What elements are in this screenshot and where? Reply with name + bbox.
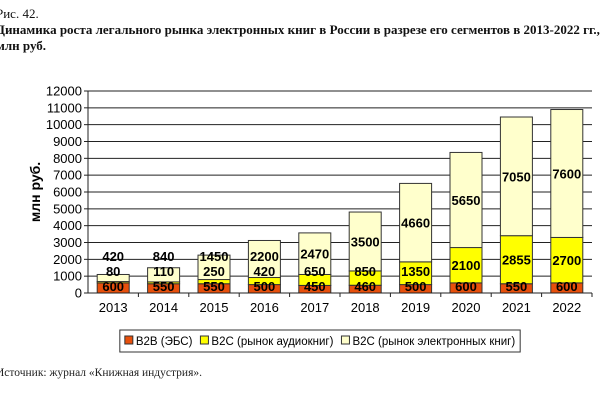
bar-b2c--2022 (550, 109, 584, 238)
data-label: 110 (153, 264, 174, 279)
data-label: 840 (153, 249, 175, 264)
y-tick-label: 8000 (53, 151, 82, 166)
bar-b2c--2021 (499, 235, 533, 285)
x-tick-label: 2022 (552, 300, 581, 315)
data-label: 420 (102, 249, 124, 264)
bar-b2c--2015 (197, 254, 231, 281)
x-tick-label: 2018 (351, 300, 380, 315)
data-label: 500 (254, 279, 276, 294)
legend-swatch (199, 335, 209, 345)
data-label: 7600 (552, 166, 581, 181)
bar-b2c--2020 (449, 151, 483, 249)
data-label: 2700 (552, 253, 581, 268)
bar-b2c--2016 (247, 239, 281, 279)
y-tick-label: 7000 (53, 168, 82, 183)
legend-label: B2C (рынок аудиокниг) (211, 336, 333, 348)
bar-b2c--2018 (348, 211, 382, 272)
y-tick-label: 9000 (53, 134, 82, 149)
bar-b2c--2021 (499, 116, 533, 237)
data-label: 2470 (300, 247, 329, 262)
data-label: 2855 (502, 253, 531, 268)
chart-title: Динамика роста легального рынка электрон… (0, 22, 600, 37)
y-tick-label: 1000 (53, 269, 82, 284)
x-tick-label: 2019 (401, 300, 430, 315)
data-label: 550 (506, 279, 528, 294)
data-label: 650 (304, 264, 326, 279)
bar-b2c--2013 (96, 273, 130, 283)
y-tick-label: 4000 (53, 218, 82, 233)
data-label: 7050 (502, 169, 531, 184)
data-label: 1350 (401, 264, 430, 279)
y-tick-label: 11000 (47, 100, 82, 115)
x-tick-label: 2017 (300, 300, 329, 315)
bar-b2c--2017 (298, 232, 332, 275)
data-label: 450 (304, 279, 326, 294)
legend-box (119, 329, 521, 353)
legend-swatch (124, 335, 134, 345)
y-axis-label: млн руб. (27, 162, 43, 222)
data-label: 460 (354, 279, 376, 294)
y-tick-label: 0 (75, 286, 82, 301)
x-tick-label: 2020 (452, 300, 481, 315)
source-note: Источник: журнал «Книжная индустрия». (0, 367, 203, 379)
legend-swatch (340, 335, 350, 345)
figure-number: Рис. 42. (0, 6, 39, 21)
data-label: 1450 (200, 249, 229, 264)
y-tick-label: 6000 (53, 185, 82, 200)
data-label: 2200 (250, 249, 279, 264)
bar-b2c--2014 (147, 267, 181, 283)
x-tick-label: 2021 (502, 300, 531, 315)
legend-label: B2C (рынок электронных книг) (352, 336, 515, 348)
data-label: 4660 (401, 216, 430, 231)
data-label: 550 (203, 279, 225, 294)
data-label: 3500 (351, 234, 380, 249)
bar-b2c--2020 (449, 247, 483, 284)
x-tick-label: 2016 (250, 300, 279, 315)
data-label: 850 (354, 264, 376, 279)
data-label: 600 (102, 279, 124, 294)
data-label: 80 (106, 264, 120, 279)
bar-b2c--2022 (550, 236, 584, 284)
chart-title-units: млн руб. (0, 38, 47, 53)
x-tick-label: 2013 (99, 300, 128, 315)
x-tick-label: 2014 (149, 300, 178, 315)
data-label: 600 (455, 279, 477, 294)
y-tick-label: 3000 (53, 235, 82, 250)
data-label: 5650 (452, 193, 481, 208)
x-tick-label: 2015 (200, 300, 229, 315)
y-tick-label: 5000 (53, 201, 82, 216)
y-tick-label: 10000 (46, 117, 82, 132)
legend-label: B2B (ЭБС) (136, 336, 193, 348)
y-tick-label: 2000 (53, 252, 82, 267)
bar-b2c--2019 (399, 182, 433, 263)
data-label: 420 (254, 264, 276, 279)
data-label: 600 (556, 279, 578, 294)
data-label: 550 (153, 279, 175, 294)
data-label: 2100 (452, 258, 481, 273)
data-label: 500 (405, 279, 427, 294)
y-tick-label: 12000 (46, 84, 82, 99)
data-label: 250 (203, 264, 225, 279)
